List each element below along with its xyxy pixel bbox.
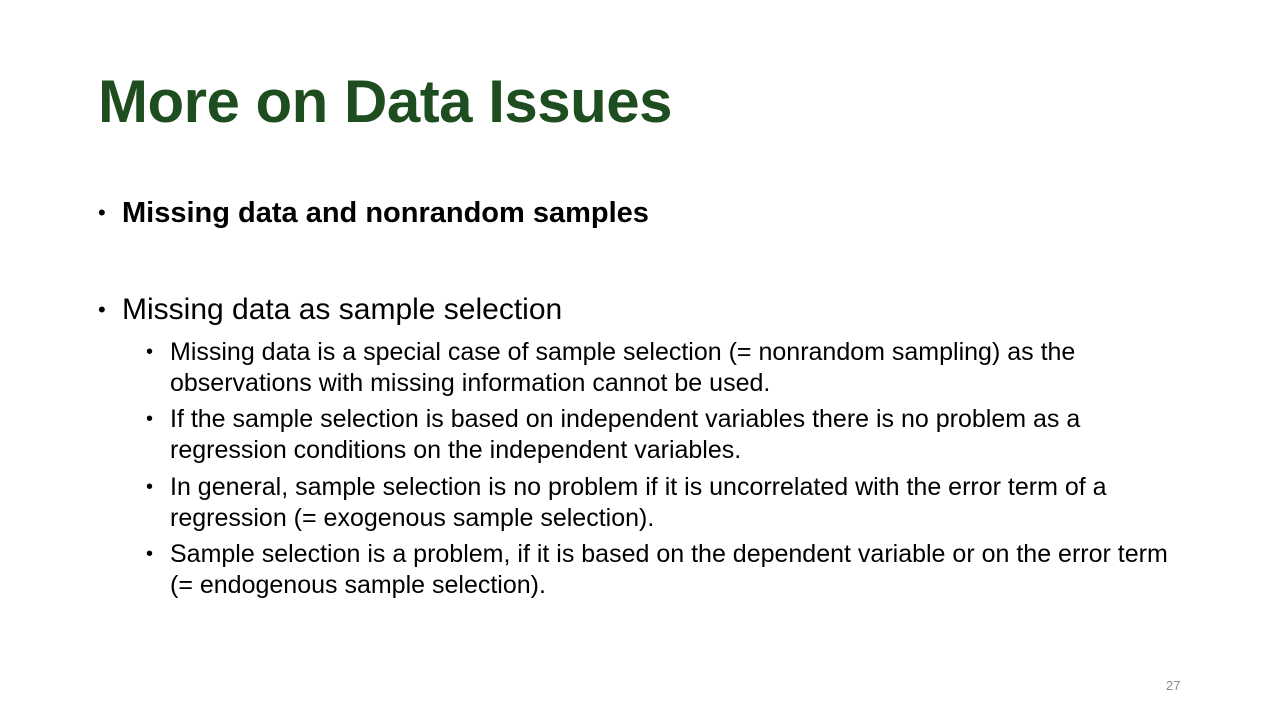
bullet-icon: • [98,297,106,322]
bullet-item-sample-selection: • Missing data as sample selection [98,292,1198,328]
sub-bullet-item-special-case: • Missing data is a special case of samp… [146,337,1196,399]
sub-bullet-icon: • [146,408,154,430]
slide-title: More on Data Issues [98,68,673,135]
sub-bullet-icon: • [146,543,154,565]
sub-bullet-item-exogenous-selection: • In general, sample selection is no pro… [146,472,1196,534]
bullet-icon: • [98,200,106,225]
page-number: 27 [1166,678,1181,693]
sub-bullet-item-independent-variables: • If the sample selection is based on in… [146,404,1196,466]
sub-bullet-icon: • [146,476,154,498]
sub-bullet-text: Sample selection is a problem, if it is … [170,540,1168,599]
bullet-text: Missing data as sample selection [122,293,563,326]
sub-bullet-icon: • [146,341,154,363]
bullet-item-missing-data-nonrandom: • Missing data and nonrandom samples [98,195,1198,231]
bullet-text: Missing data and nonrandom samples [122,197,649,229]
sub-bullet-text: Missing data is a special case of sample… [170,338,1076,397]
sub-bullet-item-endogenous-selection: • Sample selection is a problem, if it i… [146,539,1196,601]
sub-bullet-text: If the sample selection is based on inde… [170,405,1081,464]
sub-bullet-text: In general, sample selection is no probl… [170,473,1107,532]
